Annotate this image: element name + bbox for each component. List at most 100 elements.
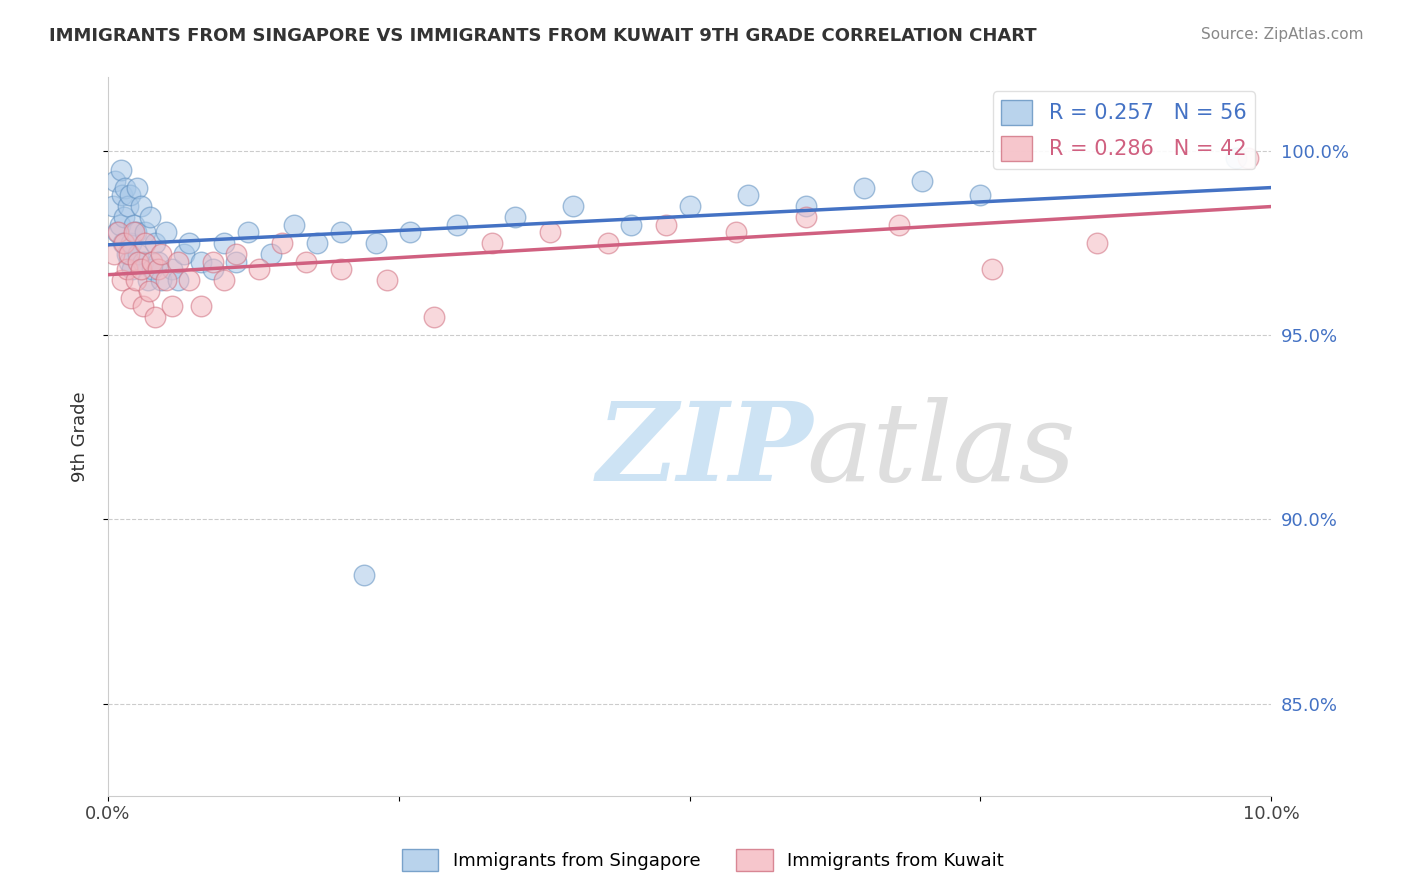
Point xyxy=(120,236,142,251)
Point xyxy=(110,162,132,177)
Point xyxy=(155,273,177,287)
Point xyxy=(103,247,125,261)
Point xyxy=(1085,236,1108,251)
Point xyxy=(132,254,155,268)
Point xyxy=(118,247,141,261)
Point xyxy=(375,273,398,287)
Point xyxy=(134,236,156,251)
Point xyxy=(118,254,141,268)
Point xyxy=(399,225,422,239)
Legend: Immigrants from Singapore, Immigrants from Kuwait: Immigrants from Singapore, Immigrants fr… xyxy=(395,842,1011,879)
Point xyxy=(247,262,270,277)
Point xyxy=(353,567,375,582)
Point xyxy=(120,292,142,306)
Point xyxy=(201,254,224,268)
Point xyxy=(260,247,283,261)
Point xyxy=(150,273,173,287)
Point xyxy=(166,254,188,268)
Point xyxy=(179,273,201,287)
Point xyxy=(141,262,163,277)
Point xyxy=(294,254,316,268)
Point xyxy=(122,225,145,239)
Point xyxy=(132,299,155,313)
Point xyxy=(104,173,127,187)
Point xyxy=(136,273,159,287)
Point xyxy=(794,199,817,213)
Point xyxy=(139,211,162,225)
Point xyxy=(134,225,156,239)
Text: atlas: atlas xyxy=(806,397,1076,505)
Point xyxy=(538,225,561,239)
Point xyxy=(127,254,149,268)
Point xyxy=(125,181,148,195)
Point xyxy=(911,173,934,187)
Point xyxy=(117,199,139,213)
Point xyxy=(121,262,143,277)
Point xyxy=(598,236,620,251)
Point xyxy=(111,273,134,287)
Point xyxy=(125,225,148,239)
Point xyxy=(887,218,910,232)
Point xyxy=(329,262,352,277)
Point xyxy=(307,236,329,251)
Point xyxy=(678,199,700,213)
Point xyxy=(737,188,759,202)
Point xyxy=(166,273,188,287)
Point xyxy=(122,218,145,232)
Point xyxy=(225,247,247,261)
Point xyxy=(214,236,236,251)
Point xyxy=(146,262,169,277)
Point xyxy=(115,247,138,261)
Point xyxy=(190,299,212,313)
Point xyxy=(225,254,247,268)
Point xyxy=(114,181,136,195)
Point xyxy=(201,262,224,277)
Point xyxy=(105,225,128,239)
Point xyxy=(143,310,166,324)
Legend: R = 0.257   N = 56, R = 0.286   N = 42: R = 0.257 N = 56, R = 0.286 N = 42 xyxy=(993,92,1256,169)
Point xyxy=(725,225,748,239)
Point xyxy=(981,262,1004,277)
Point xyxy=(1225,152,1247,166)
Point xyxy=(112,236,135,251)
Point xyxy=(101,199,124,213)
Point xyxy=(120,188,142,202)
Point xyxy=(155,225,177,239)
Point xyxy=(179,236,201,251)
Point xyxy=(146,254,169,268)
Point xyxy=(236,225,259,239)
Point xyxy=(138,284,160,298)
Point xyxy=(969,188,991,202)
Point xyxy=(150,247,173,261)
Point xyxy=(214,273,236,287)
Point xyxy=(143,236,166,251)
Point xyxy=(655,218,678,232)
Point xyxy=(446,218,468,232)
Point xyxy=(129,262,152,277)
Point xyxy=(125,273,148,287)
Point xyxy=(115,262,138,277)
Text: IMMIGRANTS FROM SINGAPORE VS IMMIGRANTS FROM KUWAIT 9TH GRADE CORRELATION CHART: IMMIGRANTS FROM SINGAPORE VS IMMIGRANTS … xyxy=(49,27,1036,45)
Point xyxy=(329,225,352,239)
Point xyxy=(160,262,183,277)
Point xyxy=(283,218,305,232)
Point xyxy=(620,218,643,232)
Point xyxy=(111,188,134,202)
Point xyxy=(364,236,387,251)
Point xyxy=(107,225,129,239)
Point xyxy=(190,254,212,268)
Point xyxy=(481,236,503,251)
Point xyxy=(112,236,135,251)
Point xyxy=(127,247,149,261)
Point xyxy=(173,247,195,261)
Point xyxy=(422,310,444,324)
Point xyxy=(562,199,585,213)
Point xyxy=(160,299,183,313)
Y-axis label: 9th Grade: 9th Grade xyxy=(72,392,89,482)
Point xyxy=(853,181,876,195)
Point xyxy=(271,236,294,251)
Text: ZIP: ZIP xyxy=(596,397,813,505)
Point xyxy=(1237,152,1260,166)
Point xyxy=(503,211,526,225)
Point xyxy=(794,211,817,225)
